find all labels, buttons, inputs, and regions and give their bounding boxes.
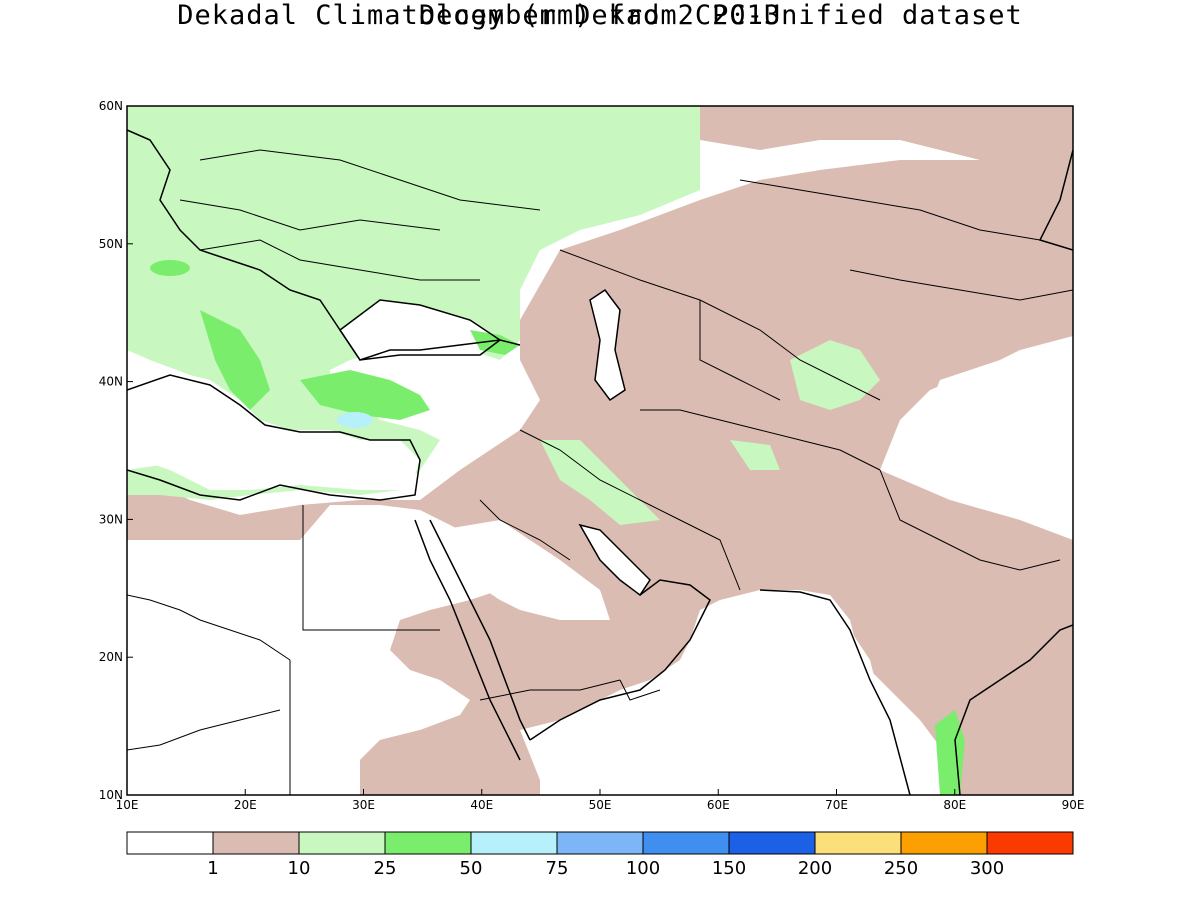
x-tick-label: 30E [352, 798, 375, 812]
colorbar-swatch [986, 831, 1074, 855]
rainfall-band-25-50-turkey [300, 370, 430, 420]
map-title-line-2: December Dekad 2 2013 [418, 0, 782, 31]
colorbar-swatch [212, 831, 300, 855]
colorbar-label: 10 [288, 858, 311, 879]
india-east-coast [954, 624, 1073, 795]
black-sea-coast [338, 299, 502, 361]
colorbar-swatch [126, 831, 214, 855]
mediterranean-sea [127, 370, 420, 490]
x-tick-label: 50E [589, 798, 612, 812]
x-tick-label: 90E [1062, 798, 1085, 812]
colorbar-swatch [900, 831, 988, 855]
map-plot-area [127, 106, 1073, 795]
x-tick-label: 20E [234, 798, 257, 812]
colorbar-swatch [298, 831, 386, 855]
rainfall-band-10-25-iran [540, 440, 660, 525]
y-tick-label: 30N [99, 512, 123, 526]
y-axis-ticks: 60N 50N 40N 30N 20N 10N [99, 99, 133, 802]
x-tick-label: 60E [707, 798, 730, 812]
colorbar-label: 250 [884, 858, 918, 879]
colorbar-label: 300 [970, 858, 1004, 879]
europe-coastline [127, 129, 521, 361]
china-coast [1038, 149, 1073, 251]
colorbar-swatch [556, 831, 644, 855]
rainfall-band-25-50-alps [150, 260, 190, 276]
dry-zone-arabia [440, 520, 610, 620]
x-tick-label: 80E [943, 798, 966, 812]
persian-gulf [580, 525, 650, 595]
x-tick-label: 10E [116, 798, 139, 812]
rainfall-band-10-25-afghanistan [730, 440, 780, 470]
y-tick-label: 40N [99, 375, 123, 389]
arabia-coast [529, 579, 711, 741]
colorbar-label: 75 [546, 858, 569, 879]
caspian-coast [589, 288, 626, 402]
coastlines [127, 129, 1073, 795]
colorbar-label: 150 [712, 858, 746, 879]
colorbar-label: 200 [798, 858, 832, 879]
rainfall-band-10-25 [127, 106, 700, 500]
mediterranean-coast [127, 374, 421, 501]
y-tick-label: 20N [99, 650, 123, 664]
dry-zone-india [720, 595, 910, 795]
y-tick-label: 10N [99, 788, 123, 802]
rainfall-band-10-25-tianshan [790, 340, 880, 410]
rainfall-band-1-10-east-africa [360, 720, 540, 795]
x-tick-label: 40E [470, 798, 493, 812]
colorbar-swatch [814, 831, 902, 855]
india-coast [759, 589, 911, 795]
map-title-line-1: Dekadal Climatology (mm) from CPC-Unifie… [177, 0, 1023, 31]
rainfall-band-1-10-north [700, 106, 1073, 200]
colorbar-label: 1 [207, 858, 218, 879]
x-axis-ticks: 10E 20E 30E 40E 50E 60E 70E 80E 90E [116, 789, 1085, 812]
x-tick-label: 70E [825, 798, 848, 812]
colorbar-swatch [384, 831, 472, 855]
red-sea-coast-east [429, 519, 531, 741]
rainfall-band-25-50-balkans [200, 310, 270, 410]
y-tick-label: 60N [99, 99, 123, 113]
colorbar-label: 100 [626, 858, 660, 879]
persian-gulf-coast [578, 523, 651, 597]
colorbar-swatch [470, 831, 558, 855]
caspian-sea [590, 290, 625, 400]
rainfall-band-25-50-caucasus [470, 330, 520, 355]
colorbar-label: 25 [374, 858, 397, 879]
colorbar-swatch [642, 831, 730, 855]
colorbar: 1 10 25 50 75 100 150 200 250 300 [126, 831, 1074, 879]
colorbar-swatch [728, 831, 816, 855]
dry-zone-sahara [127, 510, 440, 795]
country-borders [127, 149, 1073, 795]
y-tick-label: 50N [99, 237, 123, 251]
dry-zone-china [920, 340, 1073, 520]
colorbar-label: 50 [460, 858, 483, 879]
red-sea-coast [414, 519, 521, 761]
rainfall-band-50-75-aegean [337, 412, 373, 428]
